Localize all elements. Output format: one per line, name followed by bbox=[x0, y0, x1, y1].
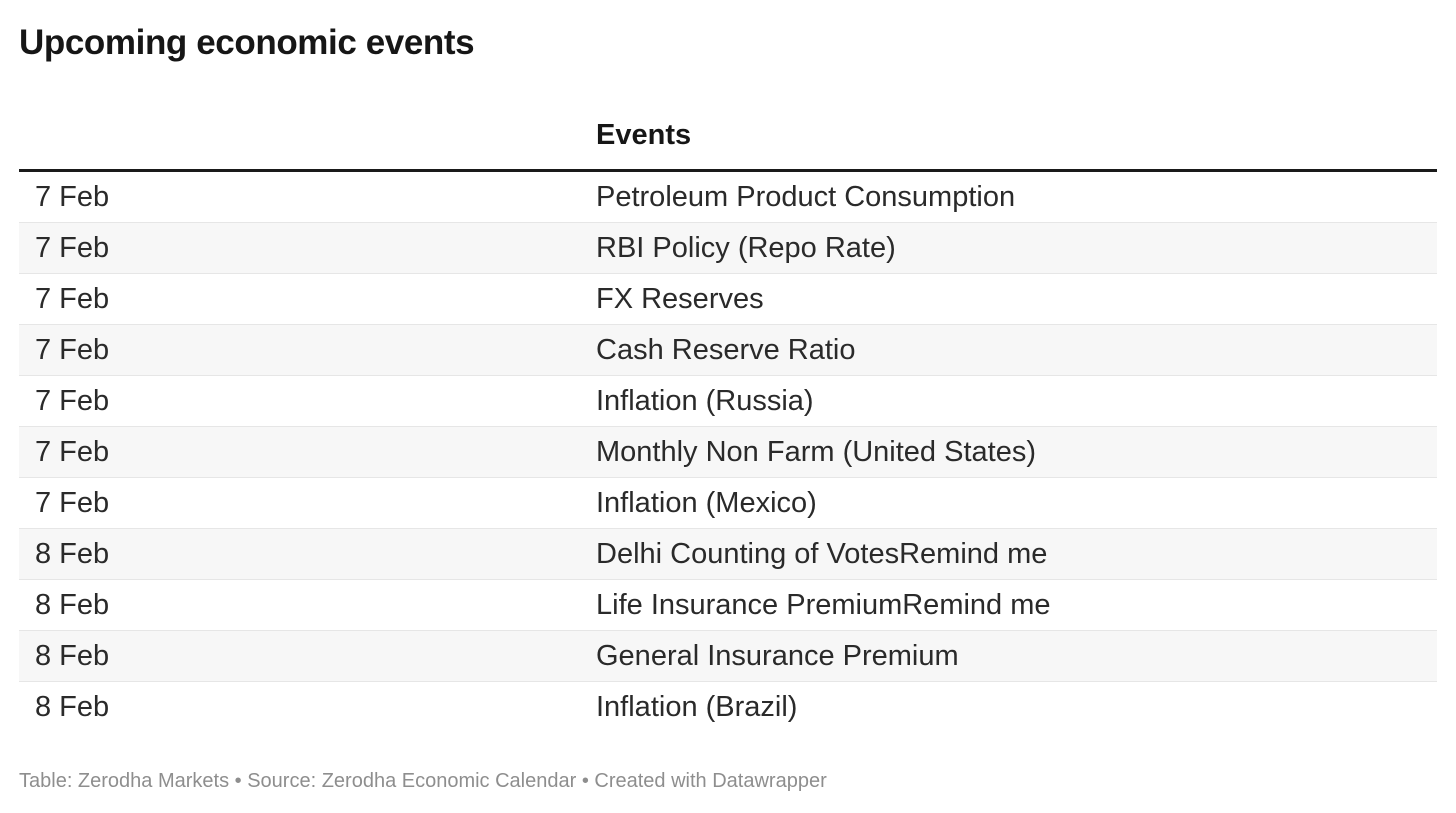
table-header: Events bbox=[19, 63, 1437, 172]
date-cell: 7 Feb bbox=[35, 232, 110, 264]
event-cell: Delhi Counting of VotesRemind me bbox=[596, 538, 1048, 570]
table-row: 7 Feb Inflation (Mexico) bbox=[19, 477, 1437, 529]
event-cell: Cash Reserve Ratio bbox=[596, 334, 856, 366]
column-header-date bbox=[19, 63, 580, 172]
table-row: 8 Feb Life Insurance PremiumRemind me bbox=[19, 579, 1437, 631]
table-row: 7 Feb RBI Policy (Repo Rate) bbox=[19, 222, 1437, 274]
event-cell: RBI Policy (Repo Rate) bbox=[596, 232, 896, 264]
event-cell: Petroleum Product Consumption bbox=[596, 181, 1016, 213]
table-header-row: Events bbox=[19, 63, 1437, 172]
table-row: 8 Feb Delhi Counting of VotesRemind me bbox=[19, 528, 1437, 580]
event-cell: General Insurance Premium bbox=[596, 640, 959, 672]
date-cell: 7 Feb bbox=[35, 283, 110, 315]
date-cell: 8 Feb bbox=[35, 640, 110, 672]
page-title: Upcoming economic events bbox=[19, 23, 475, 62]
date-cell: 7 Feb bbox=[35, 334, 110, 366]
event-cell: Inflation (Russia) bbox=[596, 385, 814, 417]
date-cell: 7 Feb bbox=[35, 487, 110, 519]
date-cell: 8 Feb bbox=[35, 691, 110, 723]
event-cell: Life Insurance PremiumRemind me bbox=[596, 589, 1051, 621]
date-cell: 7 Feb bbox=[35, 181, 110, 213]
event-cell: FX Reserves bbox=[596, 283, 764, 315]
footer-credits: Table: Zerodha Markets • Source: Zerodha… bbox=[19, 770, 827, 792]
date-cell: 8 Feb bbox=[35, 589, 110, 621]
date-cell: 8 Feb bbox=[35, 538, 110, 570]
table-body: 7 Feb Petroleum Product Consumption 7 Feb R… bbox=[19, 170, 1437, 732]
table-row: 7 Feb Inflation (Russia) bbox=[19, 375, 1437, 427]
table-row: 7 Feb Petroleum Product Consumption bbox=[19, 170, 1437, 223]
events-table: Events 7 Feb Petroleum Product Consumptio… bbox=[19, 63, 1437, 732]
table-row: 8 Feb Inflation (Brazil) bbox=[19, 681, 1437, 732]
column-header-events: Events bbox=[580, 63, 1437, 172]
date-cell: 7 Feb bbox=[35, 385, 110, 417]
table-row: 7 Feb Monthly Non Farm (United States) bbox=[19, 426, 1437, 478]
table-row: 8 Feb General Insurance Premium bbox=[19, 630, 1437, 682]
table-row: 7 Feb FX Reserves bbox=[19, 273, 1437, 325]
date-cell: 7 Feb bbox=[35, 436, 110, 468]
event-cell: Monthly Non Farm (United States) bbox=[596, 436, 1036, 468]
table-row: 7 Feb Cash Reserve Ratio bbox=[19, 324, 1437, 376]
event-cell: Inflation (Mexico) bbox=[596, 487, 817, 519]
event-cell: Inflation (Brazil) bbox=[596, 691, 798, 723]
